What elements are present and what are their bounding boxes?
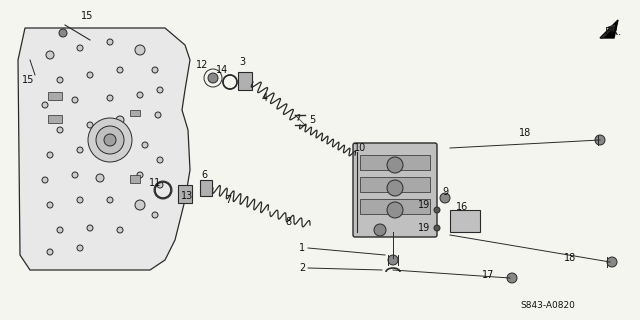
Circle shape bbox=[152, 212, 158, 218]
Circle shape bbox=[135, 200, 145, 210]
Polygon shape bbox=[600, 20, 618, 38]
Circle shape bbox=[88, 118, 132, 162]
Circle shape bbox=[137, 172, 143, 178]
Bar bbox=[360, 199, 430, 214]
FancyBboxPatch shape bbox=[353, 143, 437, 237]
Circle shape bbox=[96, 174, 104, 182]
Circle shape bbox=[507, 273, 517, 283]
Bar bbox=[200, 180, 212, 196]
Text: 18: 18 bbox=[519, 128, 531, 138]
Circle shape bbox=[374, 224, 386, 236]
Bar bbox=[130, 175, 140, 183]
Circle shape bbox=[157, 182, 163, 188]
Text: 12: 12 bbox=[196, 60, 208, 70]
Text: 11: 11 bbox=[149, 178, 161, 188]
Circle shape bbox=[57, 77, 63, 83]
Circle shape bbox=[46, 51, 54, 59]
Circle shape bbox=[117, 227, 123, 233]
Circle shape bbox=[388, 255, 398, 265]
Circle shape bbox=[117, 67, 123, 73]
Bar bbox=[48, 115, 62, 123]
Bar bbox=[360, 155, 430, 170]
Text: 8: 8 bbox=[285, 217, 291, 227]
Circle shape bbox=[87, 72, 93, 78]
Circle shape bbox=[42, 177, 48, 183]
Bar bbox=[48, 92, 62, 100]
Bar bbox=[238, 72, 252, 90]
Circle shape bbox=[47, 152, 53, 158]
Circle shape bbox=[157, 87, 163, 93]
Circle shape bbox=[116, 116, 124, 124]
Circle shape bbox=[104, 134, 116, 146]
Text: 4: 4 bbox=[262, 93, 268, 103]
Bar bbox=[178, 185, 192, 203]
Polygon shape bbox=[18, 28, 190, 270]
Circle shape bbox=[107, 197, 113, 203]
Circle shape bbox=[434, 207, 440, 213]
Circle shape bbox=[434, 225, 440, 231]
Circle shape bbox=[607, 257, 617, 267]
Text: 5: 5 bbox=[309, 115, 315, 125]
Text: 2: 2 bbox=[299, 263, 305, 273]
Text: 18: 18 bbox=[564, 253, 576, 263]
Circle shape bbox=[142, 142, 148, 148]
Circle shape bbox=[87, 225, 93, 231]
Circle shape bbox=[135, 45, 145, 55]
Circle shape bbox=[107, 39, 113, 45]
Circle shape bbox=[96, 126, 124, 154]
Circle shape bbox=[57, 227, 63, 233]
Text: 16: 16 bbox=[456, 202, 468, 212]
Text: 7: 7 bbox=[225, 195, 231, 205]
Circle shape bbox=[87, 122, 93, 128]
Bar bbox=[450, 210, 480, 232]
Circle shape bbox=[157, 157, 163, 163]
Circle shape bbox=[440, 193, 450, 203]
Circle shape bbox=[107, 145, 113, 151]
Text: 19: 19 bbox=[418, 223, 430, 233]
Text: FR.: FR. bbox=[605, 27, 622, 37]
Circle shape bbox=[57, 127, 63, 133]
Circle shape bbox=[387, 202, 403, 218]
Text: 19: 19 bbox=[418, 200, 430, 210]
Circle shape bbox=[387, 180, 403, 196]
Circle shape bbox=[208, 73, 218, 83]
Circle shape bbox=[387, 157, 403, 173]
Bar bbox=[130, 110, 140, 116]
Text: 6: 6 bbox=[201, 170, 207, 180]
Text: 15: 15 bbox=[81, 11, 93, 21]
Circle shape bbox=[77, 197, 83, 203]
Text: 13: 13 bbox=[181, 191, 193, 201]
Text: 9: 9 bbox=[442, 187, 448, 197]
Circle shape bbox=[42, 102, 48, 108]
Circle shape bbox=[137, 92, 143, 98]
Bar bbox=[360, 177, 430, 192]
Circle shape bbox=[72, 172, 78, 178]
Circle shape bbox=[77, 245, 83, 251]
Circle shape bbox=[59, 29, 67, 37]
Circle shape bbox=[595, 135, 605, 145]
Text: 3: 3 bbox=[239, 57, 245, 67]
Circle shape bbox=[47, 249, 53, 255]
Circle shape bbox=[47, 202, 53, 208]
Text: 1: 1 bbox=[299, 243, 305, 253]
Circle shape bbox=[77, 147, 83, 153]
Circle shape bbox=[152, 67, 158, 73]
Circle shape bbox=[77, 45, 83, 51]
Text: S843-A0820: S843-A0820 bbox=[520, 301, 575, 310]
Circle shape bbox=[72, 97, 78, 103]
Circle shape bbox=[155, 112, 161, 118]
Text: 10: 10 bbox=[354, 143, 366, 153]
Text: 17: 17 bbox=[482, 270, 494, 280]
Text: 14: 14 bbox=[216, 65, 228, 75]
Circle shape bbox=[107, 95, 113, 101]
Text: 15: 15 bbox=[22, 75, 34, 85]
